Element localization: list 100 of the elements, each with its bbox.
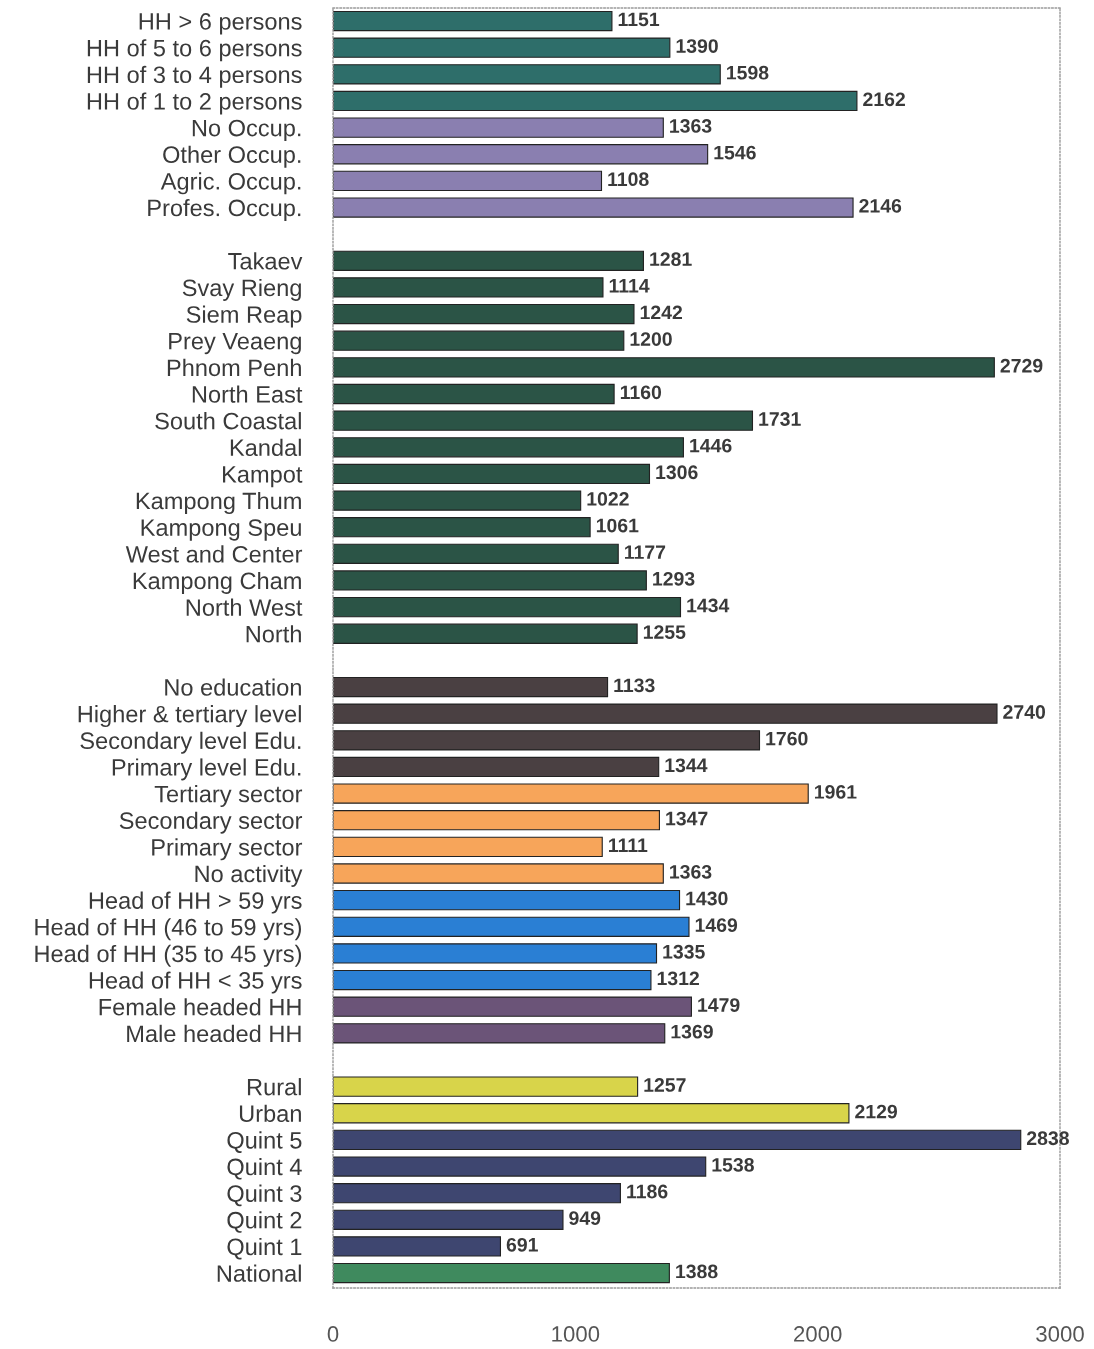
data-label: 1293 (653, 571, 695, 586)
y-tick-label: Profes. Occup. (148, 199, 301, 221)
y-tick-label: Secondary sector (119, 811, 303, 834)
bar (333, 943, 658, 964)
data-label: 1306 (656, 465, 698, 480)
bar (333, 1129, 1022, 1151)
bar (333, 1183, 621, 1204)
data-label: 1177 (625, 545, 666, 559)
bar (333, 863, 664, 884)
data-label: 1335 (663, 944, 705, 959)
y-tick-label: Agric. Occup. (160, 172, 301, 195)
y-tick-label: North (246, 625, 301, 643)
y-tick-label: Quint 1 (227, 1237, 302, 1260)
data-label: 1022 (587, 492, 629, 506)
data-label: 1598 (727, 65, 769, 80)
data-label: 1061 (596, 518, 639, 533)
data-label: 1388 (676, 1264, 718, 1279)
bar (333, 277, 604, 298)
data-label: 1312 (657, 971, 699, 986)
bar (333, 383, 615, 405)
y-tick-label: Male headed HH (127, 1024, 301, 1043)
bar (333, 1076, 639, 1097)
y-tick-label: Quint 4 (227, 1157, 302, 1180)
data-label: 1369 (671, 1024, 713, 1039)
data-label: 2162 (863, 92, 905, 107)
bar (333, 916, 690, 937)
y-tick-label: Siem Reap (186, 305, 302, 328)
y-tick-label: HH of 1 to 2 persons (87, 92, 302, 115)
x-tick-label: 2000 (794, 1326, 842, 1342)
data-label: 1255 (643, 625, 686, 639)
y-tick-label: Kandal (230, 438, 301, 457)
y-tick-label: Primary sector (152, 838, 303, 861)
y-tick-label: Quint 2 (227, 1211, 302, 1233)
bar (333, 730, 761, 751)
y-tick-label: Tertiary sector (154, 785, 303, 808)
y-tick-label: Primary level Edu. (112, 758, 301, 781)
y-tick-label: Secondary level Edu. (80, 731, 301, 754)
data-label: 1133 (614, 678, 655, 693)
data-label: 1160 (620, 385, 662, 400)
data-label: 1257 (644, 1078, 686, 1092)
bar (333, 517, 591, 538)
y-tick-label: National (217, 1264, 301, 1282)
y-tick-label: Phnom Penh (167, 358, 301, 377)
y-tick-label: Other Occup. (163, 145, 301, 168)
bar (333, 170, 603, 192)
x-tick-label: 1000 (552, 1326, 600, 1342)
data-label: 1430 (686, 891, 728, 906)
data-label: 1363 (670, 119, 712, 133)
data-label: 1961 (815, 785, 857, 799)
data-label: 2146 (859, 198, 902, 213)
data-label: 1242 (640, 305, 683, 320)
bar (333, 543, 619, 564)
y-tick-label: Higher & tertiary level (78, 705, 301, 728)
data-label: 2729 (1000, 358, 1043, 373)
data-label: 1446 (690, 438, 732, 453)
bar (333, 1236, 502, 1257)
data-label: 691 (506, 1237, 538, 1252)
bar (333, 969, 652, 991)
bar (333, 303, 635, 325)
y-tick-label: HH of 3 to 4 persons (87, 65, 302, 88)
data-label: 1363 (670, 864, 712, 879)
data-label: 1186 (627, 1184, 668, 1199)
x-tick-label: 0 (327, 1326, 339, 1342)
y-tick-label: Head of HH > 59 yrs (89, 891, 302, 914)
y-tick-label: North East (192, 385, 303, 403)
bar (333, 37, 671, 58)
bar (333, 996, 692, 1017)
data-label: 1200 (630, 332, 672, 346)
x-tick-label: 3000 (1036, 1326, 1084, 1342)
bar (333, 889, 681, 911)
y-tick-label: No education (165, 678, 301, 696)
data-label: 1731 (759, 412, 801, 426)
bar (333, 117, 664, 138)
data-label: 2129 (855, 1104, 898, 1119)
y-tick-label: Kampong Speu (141, 519, 301, 541)
y-tick-label: Quint 3 (227, 1184, 302, 1207)
bar (333, 437, 684, 458)
bar (333, 330, 625, 351)
bar (333, 144, 709, 165)
y-tick-label: Kampong Cham (133, 571, 301, 594)
bar (333, 596, 682, 618)
data-label: 1111 (609, 838, 648, 852)
y-tick-label: HH of 5 to 6 persons (87, 39, 302, 62)
y-tick-label: South Coastal (155, 412, 301, 430)
data-label: 1546 (714, 145, 756, 160)
data-label: 1347 (666, 811, 708, 826)
data-label: 1760 (766, 731, 808, 746)
bar (333, 463, 651, 485)
bar (333, 357, 995, 378)
y-tick-label: Svay Rieng (182, 278, 301, 301)
y-tick-label: No activity (195, 864, 303, 887)
y-tick-label: Head of HH < 35 yrs (89, 971, 302, 994)
bar (333, 410, 754, 431)
y-tick-label: Rural (247, 1078, 301, 1096)
data-label: 1390 (676, 39, 718, 53)
y-tick-label: Head of HH (35 to 45 yrs) (35, 944, 301, 967)
data-label: 1479 (698, 998, 740, 1012)
y-tick-label: Kampot (223, 466, 303, 488)
y-tick-label: Head of HH (46 to 59 yrs) (35, 918, 301, 941)
bar (333, 64, 721, 85)
